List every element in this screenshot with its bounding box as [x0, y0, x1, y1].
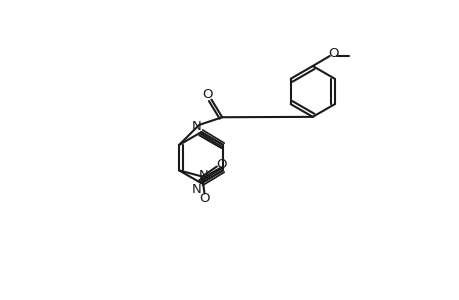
Text: N: N — [198, 169, 208, 182]
Text: O: O — [199, 192, 209, 206]
Text: N: N — [191, 183, 201, 196]
Text: O: O — [328, 47, 338, 60]
Text: N: N — [191, 120, 201, 133]
Text: O: O — [216, 158, 226, 172]
Text: O: O — [202, 88, 213, 101]
